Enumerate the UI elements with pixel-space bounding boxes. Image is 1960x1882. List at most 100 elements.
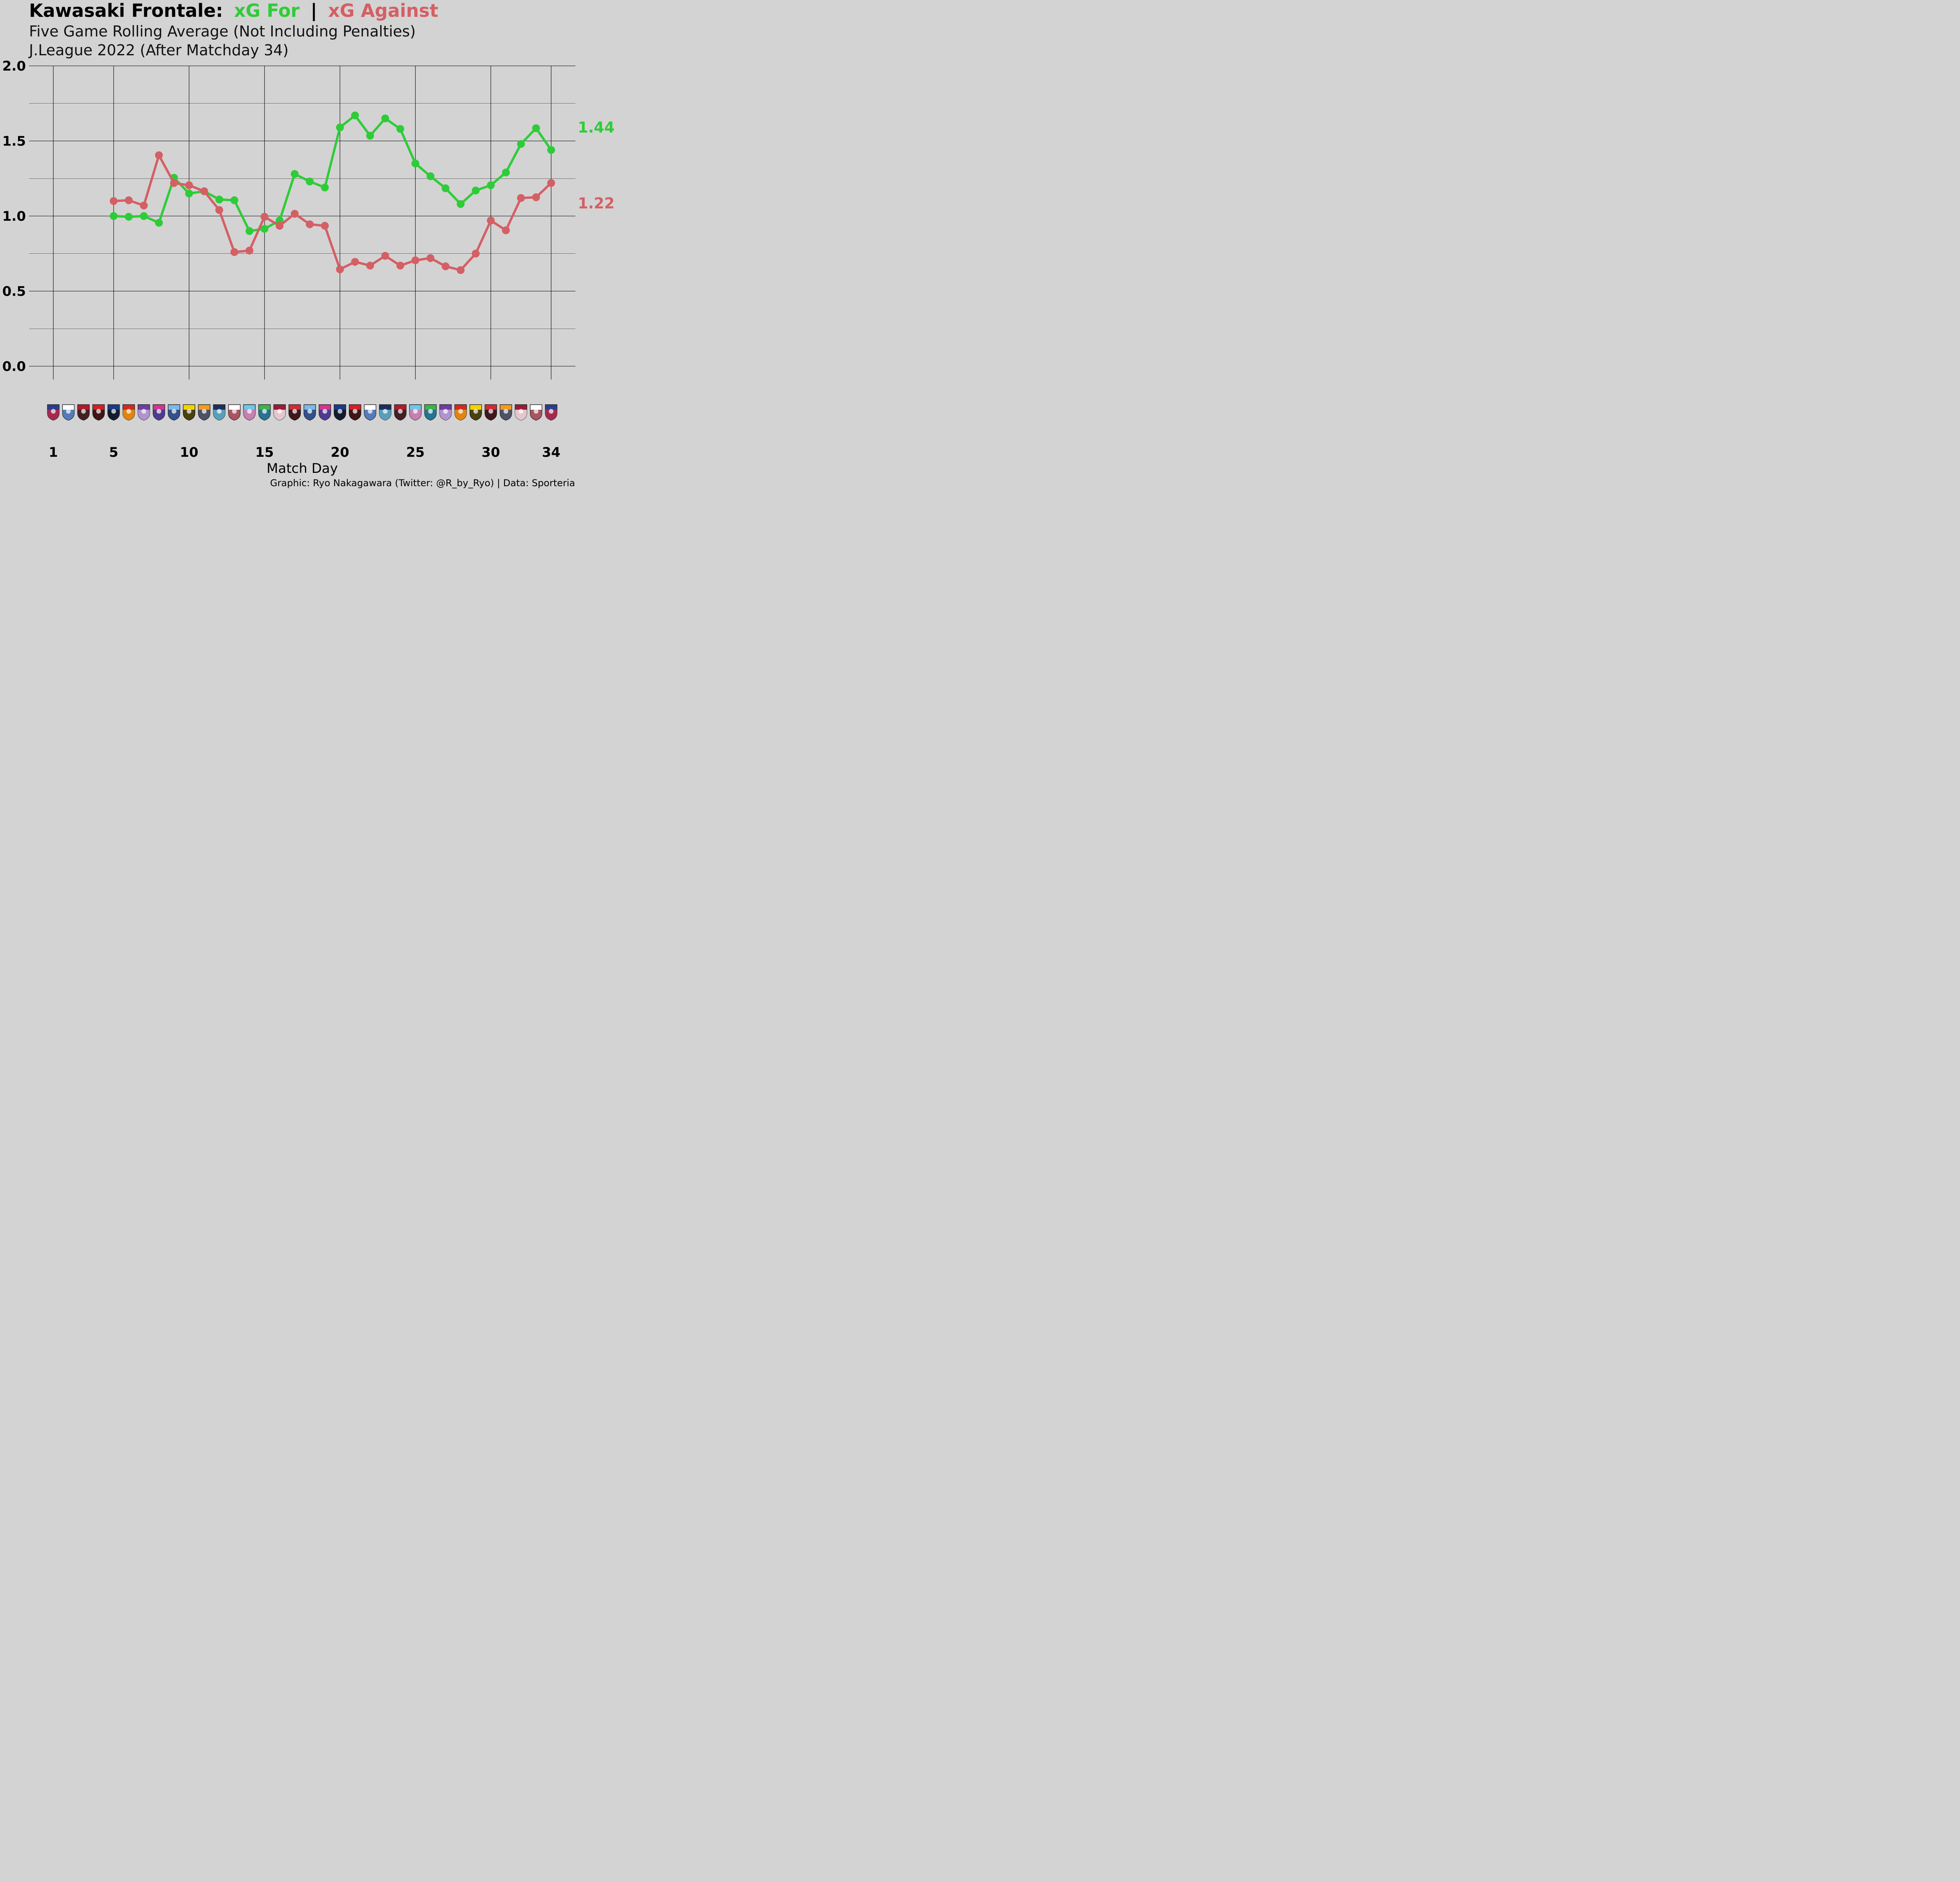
x-tick-label: 20 bbox=[331, 445, 349, 460]
data-point bbox=[155, 219, 163, 227]
data-point bbox=[366, 262, 374, 270]
data-point bbox=[200, 187, 208, 195]
title-xg-against: xG Against bbox=[328, 0, 438, 21]
shimizu-crest-icon bbox=[198, 404, 211, 421]
data-point bbox=[306, 177, 314, 185]
title-xg-for: xG For bbox=[234, 0, 300, 21]
kyoto-crest-icon bbox=[273, 404, 286, 421]
series-end-label: 1.44 bbox=[578, 119, 615, 136]
x-tick-label: 1 bbox=[49, 445, 58, 460]
data-point bbox=[532, 193, 540, 202]
avispa-fukuoka-crest-icon bbox=[379, 404, 392, 421]
x-axis-label: Match Day bbox=[267, 461, 338, 476]
y-axis-ticks: 0.0 0.5 1.0 1.5 2.0 bbox=[2, 58, 26, 374]
data-point bbox=[351, 258, 359, 266]
x-tick-label: 15 bbox=[255, 445, 274, 460]
data-point bbox=[487, 216, 495, 225]
sagan-tosu-crest-icon bbox=[409, 404, 422, 421]
hiroshima-crest-icon bbox=[138, 404, 150, 421]
data-point bbox=[487, 181, 495, 189]
gamba-osaka-crest-icon bbox=[334, 404, 346, 421]
data-point bbox=[215, 195, 223, 203]
kashima-crest-icon bbox=[77, 404, 90, 421]
urawa-crest-icon bbox=[348, 404, 361, 421]
data-point bbox=[230, 248, 238, 256]
data-point bbox=[441, 184, 450, 193]
data-point bbox=[260, 225, 269, 233]
data-point bbox=[441, 262, 450, 271]
y-tick-label: 1.5 bbox=[2, 134, 26, 149]
urawa-crest-icon bbox=[92, 404, 105, 421]
data-point bbox=[457, 200, 465, 208]
data-point bbox=[109, 212, 118, 220]
data-point bbox=[215, 206, 223, 214]
caption: Graphic: Ryo Nakagawara (Twitter: @R_by_… bbox=[270, 478, 575, 489]
y-tick-label: 2.0 bbox=[2, 58, 26, 74]
series-layer bbox=[109, 111, 555, 274]
vissel-kobe-crest-icon bbox=[530, 404, 543, 421]
x-tick-label: 10 bbox=[180, 445, 198, 460]
data-point bbox=[366, 132, 374, 140]
data-point bbox=[502, 168, 510, 176]
data-point bbox=[381, 114, 389, 123]
hiroshima-crest-icon bbox=[439, 404, 452, 421]
yokohama-fm-crest-icon bbox=[62, 404, 75, 421]
jubilo-iwata-crest-icon bbox=[168, 404, 180, 421]
vissel-kobe-crest-icon bbox=[228, 404, 241, 421]
data-point bbox=[125, 196, 133, 204]
x-tick-label: 5 bbox=[109, 445, 118, 460]
fc-tokyo-crest-icon bbox=[47, 404, 60, 421]
x-tick-label: 34 bbox=[542, 445, 560, 460]
data-point bbox=[517, 140, 525, 148]
cerezo-osaka-crest-icon bbox=[319, 404, 331, 421]
data-point bbox=[517, 194, 525, 202]
shimizu-crest-icon bbox=[499, 404, 512, 421]
grid bbox=[29, 65, 575, 380]
data-point bbox=[290, 170, 299, 178]
opponent-crests bbox=[47, 404, 557, 421]
series-xg-against bbox=[109, 151, 555, 274]
data-point bbox=[472, 249, 480, 258]
cerezo-osaka-crest-icon bbox=[152, 404, 165, 421]
nagoya-crest-icon bbox=[122, 404, 135, 421]
data-point bbox=[472, 186, 480, 194]
data-point bbox=[290, 210, 299, 218]
data-point bbox=[125, 213, 133, 221]
data-point bbox=[426, 254, 435, 262]
data-point bbox=[276, 222, 284, 230]
end-labels: 1.44 1.22 bbox=[578, 119, 615, 212]
fc-tokyo-crest-icon bbox=[545, 404, 557, 421]
sagan-tosu-crest-icon bbox=[243, 404, 256, 421]
data-point bbox=[396, 125, 405, 133]
data-point bbox=[260, 213, 269, 221]
data-point bbox=[155, 151, 163, 159]
x-tick-label: 25 bbox=[406, 445, 425, 460]
x-tick-label: 30 bbox=[481, 445, 500, 460]
title-team: Kawasaki Frontale: bbox=[29, 0, 223, 21]
data-point bbox=[336, 265, 344, 273]
y-tick-label: 0.5 bbox=[2, 284, 26, 300]
data-point bbox=[381, 252, 389, 260]
data-point bbox=[547, 179, 555, 187]
data-point bbox=[426, 172, 435, 180]
jubilo-iwata-crest-icon bbox=[303, 404, 316, 421]
data-point bbox=[532, 124, 540, 132]
yokohama-fm-crest-icon bbox=[364, 404, 376, 421]
data-point bbox=[185, 189, 193, 198]
data-point bbox=[109, 197, 118, 205]
data-point bbox=[321, 222, 329, 230]
data-point bbox=[336, 124, 344, 132]
x-axis-ticks: 1 5 10 15 20 25 30 34 bbox=[49, 445, 561, 460]
kashiwa-crest-icon bbox=[469, 404, 482, 421]
data-point bbox=[170, 179, 178, 187]
data-point bbox=[140, 202, 148, 210]
data-point bbox=[245, 247, 254, 255]
gamba-osaka-crest-icon bbox=[107, 404, 120, 421]
kyoto-crest-icon bbox=[515, 404, 527, 421]
series-end-label: 1.22 bbox=[578, 194, 615, 212]
data-point bbox=[321, 183, 329, 192]
title-separator: | bbox=[310, 0, 317, 22]
kashima-crest-icon bbox=[394, 404, 407, 421]
shonan-crest-icon bbox=[424, 404, 437, 421]
data-point bbox=[457, 266, 465, 274]
